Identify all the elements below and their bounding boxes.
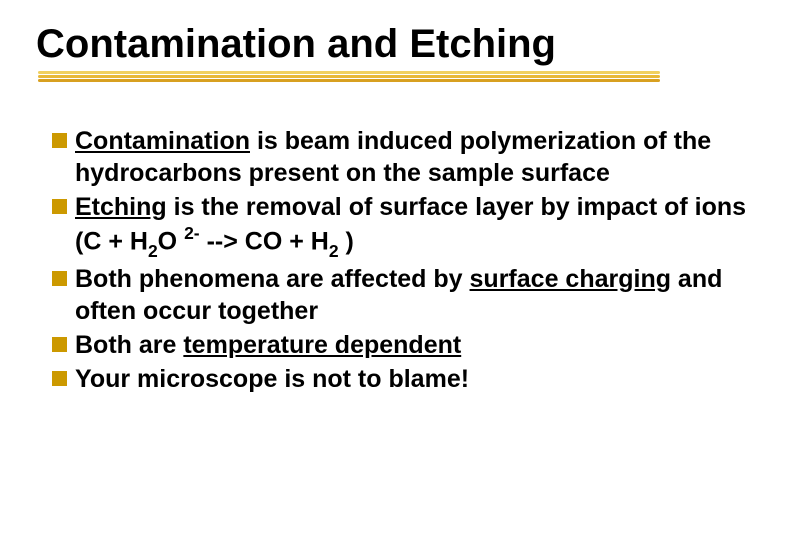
title-underline-stroke (38, 79, 660, 82)
title-underline-stroke (38, 71, 660, 74)
bullet-glyph (52, 133, 67, 148)
bullet-item: Etching is the removal of surface layer … (52, 191, 770, 261)
bullet-item: Both phenomena are affected by surface c… (52, 263, 770, 327)
text-segment: 2- (184, 223, 200, 243)
bullet-item: Both are temperature dependent (52, 329, 770, 361)
bullet-glyph (52, 337, 67, 352)
text-segment: --> CO + H (200, 227, 329, 255)
slide-title: Contamination and Etching (36, 22, 780, 67)
bullet-text: Your microscope is not to blame! (75, 363, 469, 395)
title-underline (38, 71, 660, 85)
text-segment: Contamination (75, 127, 250, 155)
bullet-list: Contamination is beam induced polymeriza… (30, 125, 780, 395)
text-segment: surface charging (470, 265, 671, 293)
bullet-text: Both are temperature dependent (75, 329, 461, 361)
text-segment: Etching (75, 193, 167, 221)
text-segment: Your microscope is not to blame! (75, 365, 469, 393)
bullet-glyph (52, 271, 67, 286)
bullet-text: Both phenomena are affected by surface c… (75, 263, 770, 327)
text-segment: Both phenomena are affected by (75, 265, 470, 293)
text-segment: 2 (329, 241, 339, 261)
text-segment: ) (339, 227, 354, 255)
text-segment: O (158, 227, 184, 255)
bullet-text: Etching is the removal of surface layer … (75, 191, 770, 261)
text-segment: Both are (75, 331, 183, 359)
bullet-glyph (52, 199, 67, 214)
title-underline-stroke (38, 75, 660, 78)
bullet-text: Contamination is beam induced polymeriza… (75, 125, 770, 189)
bullet-glyph (52, 371, 67, 386)
text-segment: temperature dependent (183, 331, 461, 359)
bullet-item: Contamination is beam induced polymeriza… (52, 125, 770, 189)
bullet-item: Your microscope is not to blame! (52, 363, 770, 395)
text-segment: 2 (148, 241, 158, 261)
slide-container: Contamination and Etching Contamination … (0, 0, 810, 427)
